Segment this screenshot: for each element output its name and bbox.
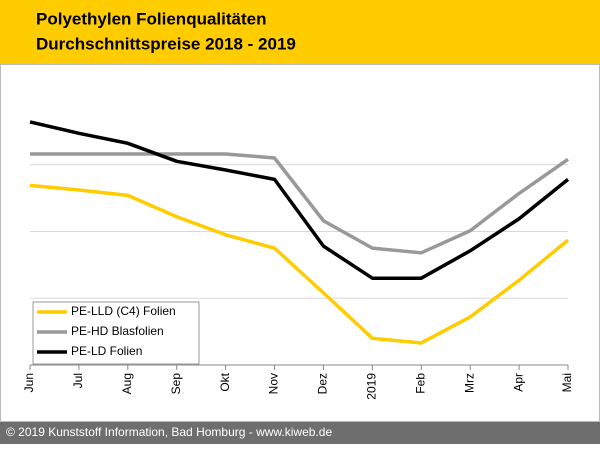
line-series <box>29 183 570 345</box>
x-tick-label: Nov <box>267 373 281 394</box>
x-tick-label: Jul <box>71 373 85 388</box>
x-tick-label: Mai <box>560 373 574 392</box>
legend-label: PE-LLD (C4) Folien <box>71 304 176 318</box>
x-tick-label: Jun <box>22 373 36 392</box>
chart-title: Polyethylen Folienqualitäten <box>36 9 266 28</box>
x-tick-label: Aug <box>120 373 134 394</box>
line-series <box>29 120 570 280</box>
x-tick-label: Mrz <box>462 373 476 393</box>
x-tick-label: Sep <box>169 373 183 395</box>
header <box>0 0 600 64</box>
legend-label: PE-HD Blasfolien <box>71 324 164 338</box>
x-tick-label: Okt <box>218 372 232 391</box>
footer-bar <box>0 422 600 444</box>
chart-subtitle: Durchschnittspreise 2018 - 2019 <box>36 34 296 53</box>
line-series <box>30 152 570 255</box>
legend-label: PE-LD Folien <box>71 344 142 358</box>
x-tick-label: 2019 <box>365 373 379 400</box>
footer: © 2019 Kunststoff Information, Bad Hombu… <box>6 425 332 439</box>
x-tick-label: Dez <box>316 373 330 394</box>
x-tick-label: Feb <box>413 373 427 394</box>
x-tick-label: Apr <box>511 373 525 392</box>
